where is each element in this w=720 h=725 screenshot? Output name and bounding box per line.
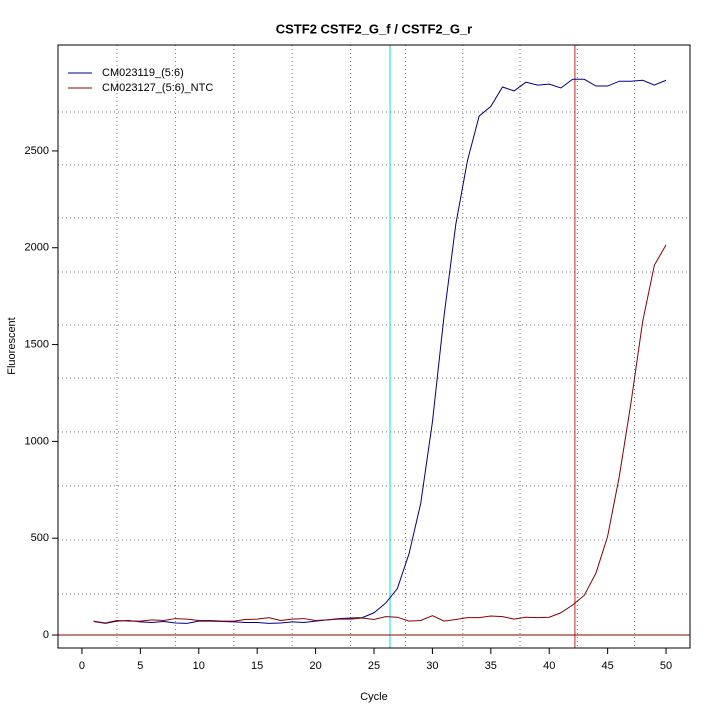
x-tick-label: 30 [426, 660, 438, 672]
x-tick-label: 20 [309, 660, 321, 672]
legend-label: CM023119_(5:6) [102, 67, 184, 79]
y-tick-label: 2000 [25, 242, 49, 254]
x-tick-label: 45 [602, 660, 614, 672]
y-tick-label: 1500 [25, 338, 49, 350]
x-tick-label: 35 [485, 660, 497, 672]
series-line [93, 78, 667, 624]
series-line [93, 244, 667, 624]
y-tick-label: 0 [43, 629, 49, 641]
x-tick-label: 15 [251, 660, 263, 672]
x-axis-label: Cycle [360, 691, 388, 703]
y-tick-label: 2500 [25, 145, 49, 157]
y-axis-label: Fluorescent [6, 317, 18, 374]
plot-frame [57, 44, 691, 649]
x-tick-label: 5 [137, 660, 143, 672]
y-tick-label: 1000 [25, 435, 49, 447]
x-tick-label: 50 [660, 660, 672, 672]
y-tick-label: 500 [31, 532, 49, 544]
legend-label: CM023127_(5:6)_NTC [102, 82, 213, 94]
x-tick-label: 40 [543, 660, 555, 672]
x-tick-label: 25 [368, 660, 380, 672]
x-tick-label: 10 [193, 660, 205, 672]
chart-title: CSTF2 CSTF2_G_f / CSTF2_G_r [276, 21, 473, 36]
x-tick-label: 0 [79, 660, 85, 672]
